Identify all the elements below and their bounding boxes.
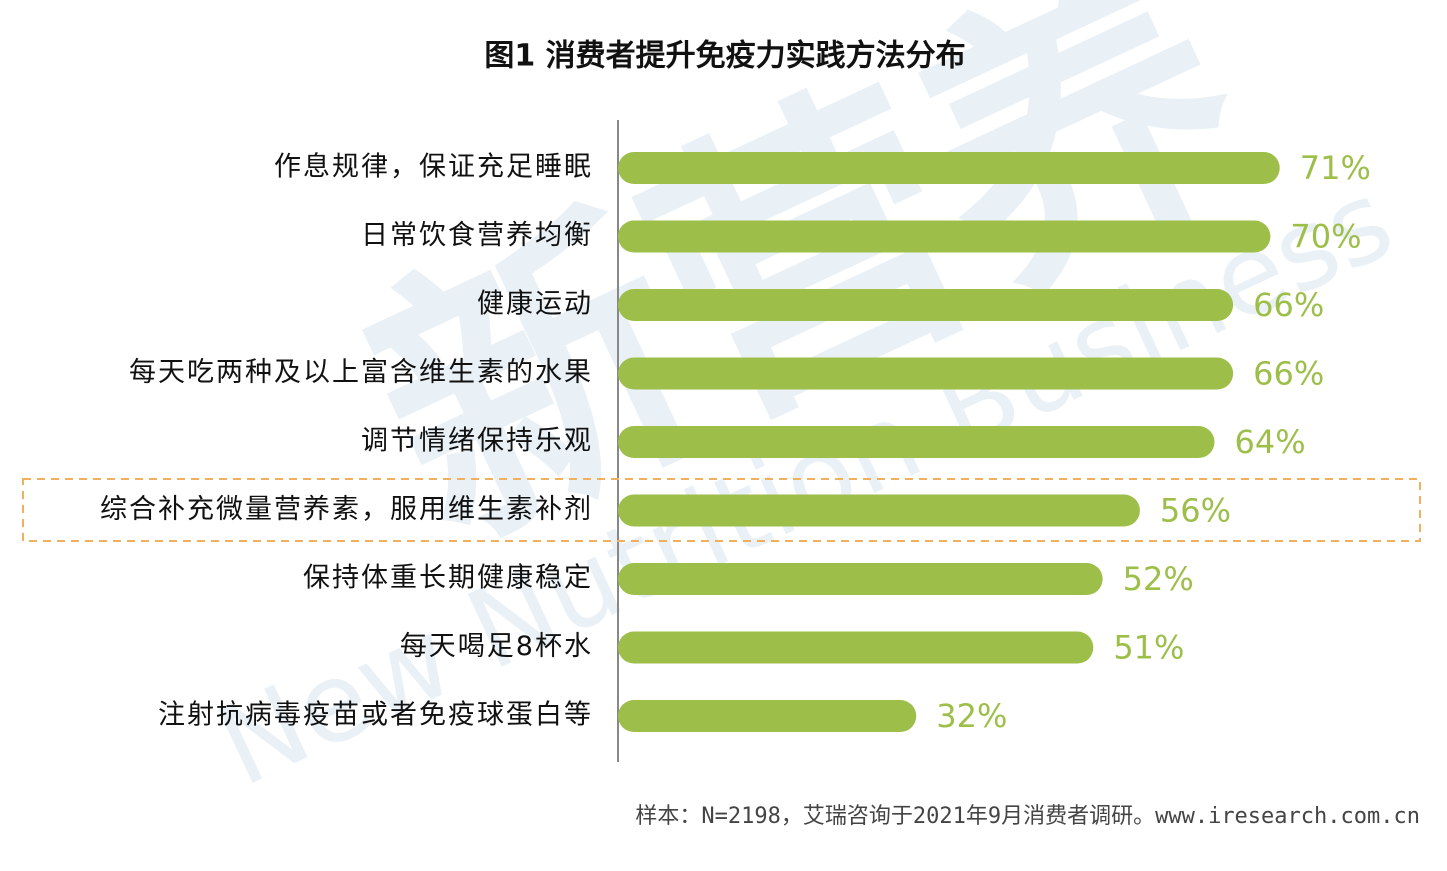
category-label: 每天喝足8杯水	[400, 631, 593, 662]
highlight-box	[22, 478, 1421, 542]
category-label: 注射抗病毒疫苗或者免疫球蛋白等	[158, 700, 593, 731]
value-label: 56%	[1160, 492, 1231, 530]
category-label: 每天吃两种及以上富含维生素的水果	[129, 357, 593, 388]
bar	[618, 700, 917, 732]
category-label: 健康运动	[477, 289, 593, 320]
category-label: 保持体重长期健康稳定	[303, 563, 593, 594]
bar	[618, 289, 1234, 321]
category-label: 作息规律，保证充足睡眠	[274, 152, 593, 183]
bar	[618, 357, 1234, 390]
value-label: 71%	[1300, 149, 1371, 187]
category-label: 综合补充微量营养素，服用维生素补剂	[100, 494, 593, 525]
bar	[618, 220, 1271, 253]
chart-title: 图1 消费者提升免疫力实践方法分布	[484, 39, 965, 74]
value-label: 51%	[1113, 629, 1184, 667]
value-label: 64%	[1234, 423, 1305, 461]
bar	[618, 152, 1280, 184]
value-label: 70%	[1290, 218, 1361, 256]
value-label: 66%	[1253, 355, 1324, 393]
bar	[618, 631, 1094, 664]
category-label: 日常饮食营养均衡	[361, 220, 593, 251]
value-label: 32%	[936, 697, 1007, 735]
bar	[618, 494, 1140, 527]
note: 样本：N=2198，艾瑞咨询于2021年9月消费者调研。www.iresearc…	[635, 804, 1420, 829]
bar	[618, 426, 1215, 458]
value-label: 52%	[1123, 560, 1194, 598]
value-label: 66%	[1253, 286, 1324, 324]
bar	[618, 563, 1103, 595]
category-label: 调节情绪保持乐观	[361, 426, 593, 457]
